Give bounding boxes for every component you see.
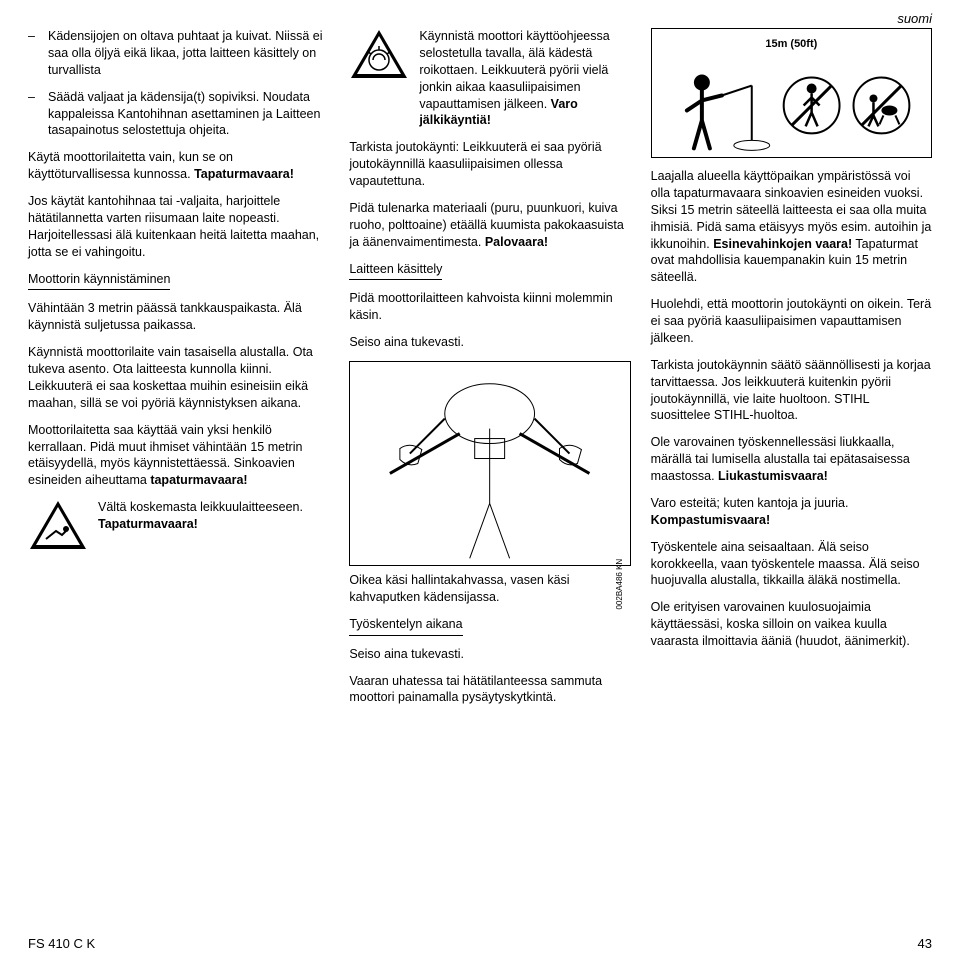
- warning-block: Käynnistä moottori käyttöohjeessa selost…: [349, 28, 630, 129]
- body-text: Tarkista joutokäynti: Leikkuuterä ei saa…: [349, 139, 630, 190]
- body-text: Jos käytät kantohihnaa tai -valjaita, ha…: [28, 193, 329, 261]
- footer-model: FS 410 C K: [28, 935, 95, 953]
- body-text: Pidä tulenarka materiaali (puru, puunkuo…: [349, 200, 630, 251]
- page-footer: FS 410 C K 43: [28, 935, 932, 953]
- read-manual-icon: [349, 28, 409, 85]
- body-text: Ole varovainen työskennellessäsi liukkaa…: [651, 434, 932, 485]
- list-item: – Kädensijojen on oltava puhtaat ja kuiv…: [48, 28, 329, 79]
- body-text: Seiso aina tukevasti.: [349, 334, 630, 351]
- warning-block: Vältä koskemasta leikkuulaitteeseen. Tap…: [28, 499, 329, 556]
- warning-text: Käynnistä moottori käyttöohjeessa selost…: [419, 28, 630, 129]
- list-item: – Säädä valjaat ja kädensija(t) sopiviks…: [48, 89, 329, 140]
- body-text: Seiso aina tukevasti.: [349, 646, 630, 663]
- grip-figure-icon: [350, 362, 629, 565]
- bullet-text: Kädensijojen on oltava puhtaat ja kuivat…: [48, 28, 329, 79]
- body-text: Moottorilaitetta saa käyttää vain yksi h…: [28, 422, 329, 490]
- body-text: Laajalla alueella käyttöpaikan ympäristö…: [651, 168, 932, 286]
- body-text: Varo esteitä; kuten kantoja ja juuria. K…: [651, 495, 932, 529]
- body-text: Tarkista joutokäynnin säätö säännöllises…: [651, 357, 932, 425]
- body-text: Ole erityisen varovainen kuulosuojaimia …: [651, 599, 932, 650]
- dash-icon: –: [28, 89, 48, 106]
- body-text: Käytä moottorilaitetta vain, kun se on k…: [28, 149, 329, 183]
- body-text: Käynnistä moottorilaite vain tasaisella …: [28, 344, 329, 412]
- body-text: Huolehdi, että moottorin joutokäynti on …: [651, 296, 932, 347]
- distance-label: 15m (50ft): [765, 37, 817, 52]
- column-3: 15m (50ft) Laajalla alueella käyttöpaika…: [651, 28, 932, 716]
- body-text: Vähintään 3 metrin päässä tankkauspaikas…: [28, 300, 329, 334]
- figure-reference: 002BA486 KN: [615, 559, 626, 610]
- language-label: suomi: [897, 10, 932, 28]
- dash-icon: –: [28, 28, 48, 45]
- body-text: Työskentele aina seisaaltaan. Älä seiso …: [651, 539, 932, 590]
- safety-distance-illustration: 15m (50ft): [651, 28, 932, 158]
- warning-text: Vältä koskemasta leikkuulaitteeseen. Tap…: [98, 499, 329, 533]
- body-text: Oikea käsi hallintakahvassa, vasen käsi …: [349, 572, 630, 606]
- section-heading: Työskentelyn aikana: [349, 616, 462, 636]
- column-1: – Kädensijojen on oltava puhtaat ja kuiv…: [28, 28, 329, 716]
- handle-grip-illustration: 002BA486 KN: [349, 361, 630, 566]
- body-text: Vaaran uhatessa tai hätätilanteessa samm…: [349, 673, 630, 707]
- section-heading: Moottorin käynnistäminen: [28, 271, 170, 291]
- body-text: Pidä moottorilaitteen kahvoista kiinni m…: [349, 290, 630, 324]
- bullet-text: Säädä valjaat ja kädensija(t) sopiviksi.…: [48, 89, 329, 140]
- section-heading: Laitteen käsittely: [349, 261, 442, 281]
- footer-page-number: 43: [918, 935, 932, 953]
- blade-warning-icon: [28, 499, 88, 556]
- columns-container: – Kädensijojen on oltava puhtaat ja kuiv…: [28, 28, 932, 716]
- column-2: Käynnistä moottori käyttöohjeessa selost…: [349, 28, 630, 716]
